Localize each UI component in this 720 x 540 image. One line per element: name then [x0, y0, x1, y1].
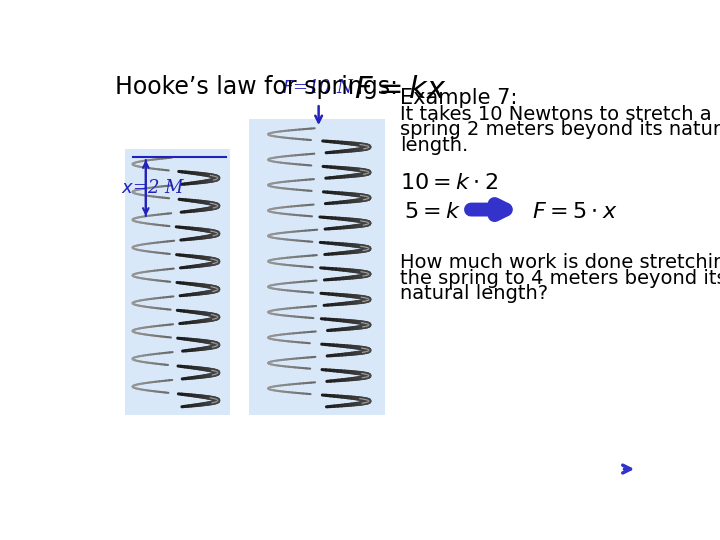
Text: $10 = k \cdot 2$: $10 = k \cdot 2$ [400, 173, 498, 193]
Bar [125, 150, 230, 415]
Text: It takes 10 Newtons to stretch a: It takes 10 Newtons to stretch a [400, 105, 711, 124]
Text: length.: length. [400, 136, 468, 154]
Bar [249, 119, 384, 415]
Text: $F$=10 N: $F$=10 N [282, 79, 355, 97]
Text: How much work is done stretching: How much work is done stretching [400, 253, 720, 273]
Text: Example 7:: Example 7: [400, 88, 518, 108]
Text: $F = 5 \cdot x$: $F = 5 \cdot x$ [532, 202, 617, 222]
Text: the spring to 4 meters beyond its: the spring to 4 meters beyond its [400, 269, 720, 288]
Text: natural length?: natural length? [400, 284, 548, 303]
Text: $5 = k$: $5 = k$ [404, 202, 461, 222]
Text: spring 2 meters beyond its natural: spring 2 meters beyond its natural [400, 120, 720, 139]
Text: $x$=2 M: $x$=2 M [121, 179, 185, 197]
Text: Hooke’s law for springs:: Hooke’s law for springs: [114, 75, 397, 99]
Text: $F = kx$: $F = kx$ [354, 75, 446, 104]
